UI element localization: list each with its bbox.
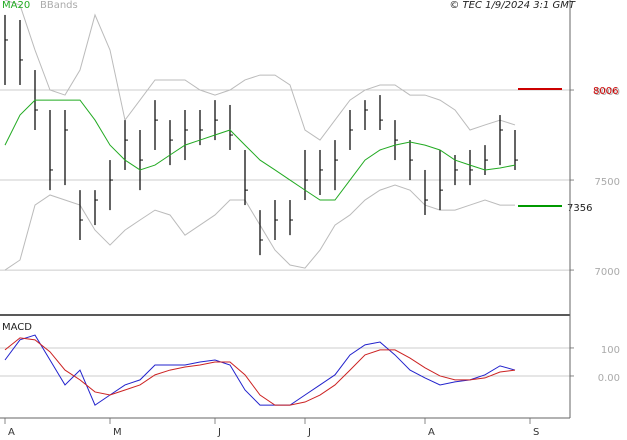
macd-line [4,337,516,406]
x-tick-label: S [533,427,539,438]
x-tick-label: A [428,427,435,438]
x-tick-label: J [307,427,311,438]
ma20-line [4,99,516,201]
legend-ma20: MA20 [2,0,30,11]
bband-upper [4,0,516,141]
level-label: 8006 [593,86,618,97]
y-tick-label: 0.00 [598,373,620,384]
y-tick-label: 7000 [595,267,620,278]
legend-macd: MACD [2,322,32,333]
x-tick-label: M [113,427,122,438]
level-label: 7356 [567,203,592,214]
legend-bbands: BBands [40,0,78,11]
chart-title: © TEC 1/9/2024 3:1 GMT [449,0,576,11]
macd-line [4,334,516,406]
y-tick-label: 7500 [595,177,620,188]
y-tick-label: 8000 [595,87,620,98]
x-tick-label: J [217,427,221,438]
y-tick-label: 100 [601,345,620,356]
x-tick-label: A [8,427,15,438]
